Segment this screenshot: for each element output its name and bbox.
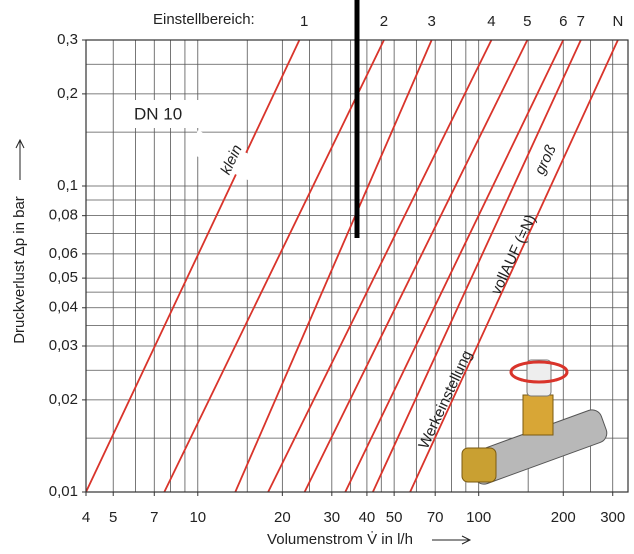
series-line xyxy=(234,40,433,492)
x-tick-label: 70 xyxy=(427,509,444,526)
chart-title: Einstellbereich: xyxy=(153,11,255,28)
y-arrow xyxy=(15,138,25,180)
x-tick-label: 10 xyxy=(189,509,206,526)
annotation: DN 10 xyxy=(134,104,182,123)
series-line xyxy=(267,40,493,492)
y-axis-label: Druckverlust Δp in bar xyxy=(11,196,28,344)
x-tick-label: 50 xyxy=(386,509,403,526)
x-tick-label: 4 xyxy=(82,509,90,526)
annotation: groß xyxy=(531,142,559,177)
y-tick-label: 0,05 xyxy=(49,269,78,286)
x-tick-label: 300 xyxy=(600,509,625,526)
x-tick-label: 20 xyxy=(274,509,291,526)
x-axis-label: Volumenstrom V̇ in l/h xyxy=(267,531,413,548)
y-tick-label: 0,02 xyxy=(49,391,78,408)
y-tick-label: 0,01 xyxy=(49,483,78,500)
y-tick-label: 0,04 xyxy=(49,299,78,316)
y-tick-label: 0,08 xyxy=(49,207,78,224)
x-tick-label: 7 xyxy=(150,509,158,526)
x-tick-label: 200 xyxy=(551,509,576,526)
valve-icon xyxy=(461,359,608,485)
series-label: 5 xyxy=(523,13,531,30)
series-label: 3 xyxy=(427,13,435,30)
series-label: 2 xyxy=(380,13,388,30)
series-line xyxy=(344,40,565,492)
x-tick-label: 100 xyxy=(466,509,491,526)
y-tick-label: 0,2 xyxy=(57,85,78,102)
x-tick-label: 5 xyxy=(109,509,117,526)
series-line xyxy=(372,40,582,492)
y-tick-label: 0,1 xyxy=(57,177,78,194)
label-bg xyxy=(128,100,204,128)
series-label: 4 xyxy=(487,13,495,30)
series-label: 1 xyxy=(300,13,308,30)
x-tick-label: 30 xyxy=(323,509,340,526)
series-label: 7 xyxy=(577,13,585,30)
series-label: 6 xyxy=(559,13,567,30)
series-label: N xyxy=(612,13,623,30)
series-line xyxy=(86,40,301,492)
series-line xyxy=(303,40,529,492)
x-tick-label: 40 xyxy=(359,509,376,526)
series-line xyxy=(163,40,385,492)
y-tick-label: 0,3 xyxy=(57,31,78,48)
y-tick-label: 0,03 xyxy=(49,337,78,354)
y-tick-label: 0,06 xyxy=(49,245,78,262)
label-bg xyxy=(187,130,262,182)
x-arrow xyxy=(432,535,472,545)
series-line xyxy=(409,40,619,492)
